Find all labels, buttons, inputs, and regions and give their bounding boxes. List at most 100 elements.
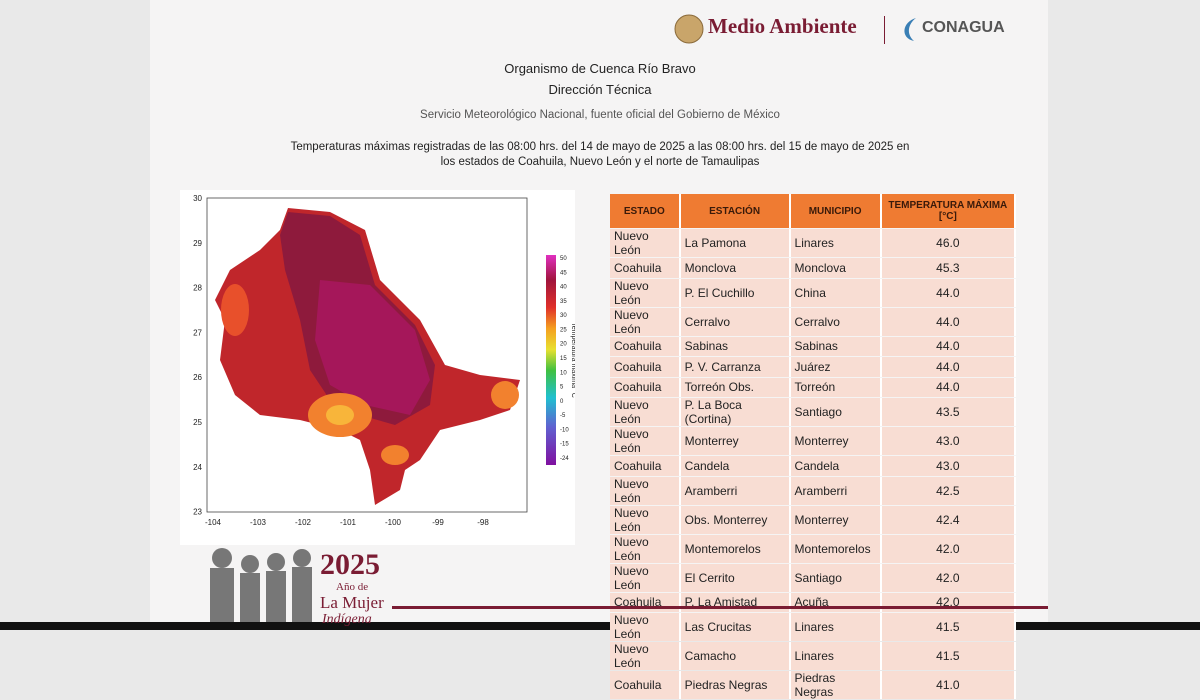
table-cell: Coahuila [610,336,681,356]
table-cell: 45.3 [881,258,1016,278]
table-cell: 42.0 [881,592,1016,612]
table-cell: Monclova [680,258,791,278]
table-cell: 43.0 [881,456,1016,476]
colorbar-label: -15 [560,442,569,448]
table-cell: Linares [790,229,882,257]
temperature-table: ESTADO ESTACIÓN MUNICIPIO TEMPERATURA MÁXIM… [610,193,1016,700]
table-row: Nuevo León Las Crucitas Linares 41.5 [610,613,1016,641]
table-cell: Las Crucitas [680,613,791,641]
table-cell: Sabinas [790,336,882,356]
bottom-bar [0,622,1200,630]
column-header: ESTACIÓN [680,194,791,228]
x-tick-label: -98 [477,518,489,527]
footer-line: Indígena [322,612,372,627]
colorbar-label: 15 [560,356,567,362]
table-cell: Montemorelos [680,534,791,563]
footer-year: 2025 [320,548,380,581]
colorbar-label: 50 [560,256,567,262]
table-cell: 43.5 [881,398,1016,426]
table-cell: Monterrey [790,427,882,455]
region-mild [326,405,354,425]
y-tick-label: 25 [193,418,202,427]
table-cell: Cerralvo [790,307,882,336]
table-cell: Montemorelos [790,534,882,563]
table-cell: 46.0 [881,229,1016,257]
colorbar-label: 10 [560,370,567,376]
y-tick-label: 27 [193,328,202,337]
table-cell: Nuevo León [610,278,681,307]
colorbar-label: 30 [560,313,567,319]
colorbar-label: -24 [560,456,569,462]
x-tick-label: -102 [295,518,312,527]
divider [884,16,885,44]
table-cell: Santiago [790,398,882,426]
table-cell: Obs. Monterrey [680,505,791,534]
table-cell: P. V. Carranza [680,357,791,377]
table-row: Nuevo León P. La Boca (Cortina) Santiago 43… [610,398,1016,426]
table-cell: Nuevo León [610,229,681,257]
table-cell: Coahuila [610,592,681,612]
table-cell: Coahuila [610,456,681,476]
colorbar-label: 25 [560,327,567,333]
table-cell: Nuevo León [610,613,681,641]
colorbar-label: 40 [560,285,567,291]
table-cell: 43.0 [881,427,1016,455]
table-cell: Piedras Negras [680,671,791,699]
colorbar-title: Temperatura máxima °C [570,322,575,398]
x-tick-label: -104 [205,518,222,527]
description: Temperaturas máximas registradas de las … [290,141,910,153]
table-cell: Acuña [790,592,882,612]
table-cell: Nuevo León [610,505,681,534]
footer-line: Año de [336,581,369,593]
table-cell: 44.0 [881,336,1016,356]
table-row: Coahuila P. V. Carranza Juárez 44.0 [610,357,1016,377]
table-cell: Coahuila [610,671,681,699]
column-header: MUNICIPIO [790,194,882,228]
column-header: TEMPERATURA MÁXIMA [°C] [881,194,1016,228]
table-row: Nuevo León Obs. Monterrey Monterrey 42.4 [610,505,1016,534]
seal-icon [674,14,704,44]
table-row: Coahuila Monclova Monclova 45.3 [610,258,1016,278]
table-cell: Torreón [790,377,882,397]
table-cell: Piedras Negras [790,671,882,699]
table-cell: 42.5 [881,476,1016,505]
table-row: Coahuila Torreón Obs. Torreón 44.0 [610,377,1016,397]
temperature-map: -104 -103 -102 -101 -100 -99 -9830292827262524… [180,190,575,545]
x-tick-label: -103 [250,518,267,527]
table-row: Coahuila Piedras Negras Piedras Negras 41.0 [610,671,1016,699]
organism: Organismo de Cuenca Río Bravo [504,61,696,76]
table-cell: 41.5 [881,613,1016,641]
table-cell: Coahuila [610,377,681,397]
table-cell: Coahuila [610,258,681,278]
footer-rule [392,606,1048,609]
colorbar-label: -10 [560,427,569,433]
table-cell: Santiago [790,563,882,592]
table-cell: Nuevo León [610,563,681,592]
y-tick-label: 23 [193,508,202,517]
table-cell: Juárez [790,357,882,377]
table-row: Coahuila Candela Candela 43.0 [610,456,1016,476]
table-cell: Nuevo León [610,398,681,426]
table-cell: Nuevo León [610,534,681,563]
table-cell: Torreón Obs. [680,377,791,397]
table-cell: Aramberri [680,476,791,505]
colorbar-label: 0 [560,399,564,405]
conagua-icon [904,18,916,41]
table-row: Coahuila Sabinas Sabinas 44.0 [610,336,1016,356]
table-cell: Nuevo León [610,642,681,670]
table-cell: 42.4 [881,505,1016,534]
table-cell: 44.0 [881,357,1016,377]
table-cell: 42.0 [881,563,1016,592]
table-cell: Coahuila [610,357,681,377]
y-tick-label: 28 [193,284,202,293]
region-warm [491,381,519,409]
y-tick-label: 24 [193,463,202,472]
table-cell: Monterrey [680,427,791,455]
region-warm [221,284,249,336]
table-row: Nuevo León La Pamona Linares 46.0 [610,229,1016,257]
colorbar-label: 45 [560,270,567,276]
table-cell: El Cerrito [680,563,791,592]
description: los estados de Coahuila, Nuevo León y el… [440,156,760,168]
y-tick-label: 29 [193,239,202,248]
